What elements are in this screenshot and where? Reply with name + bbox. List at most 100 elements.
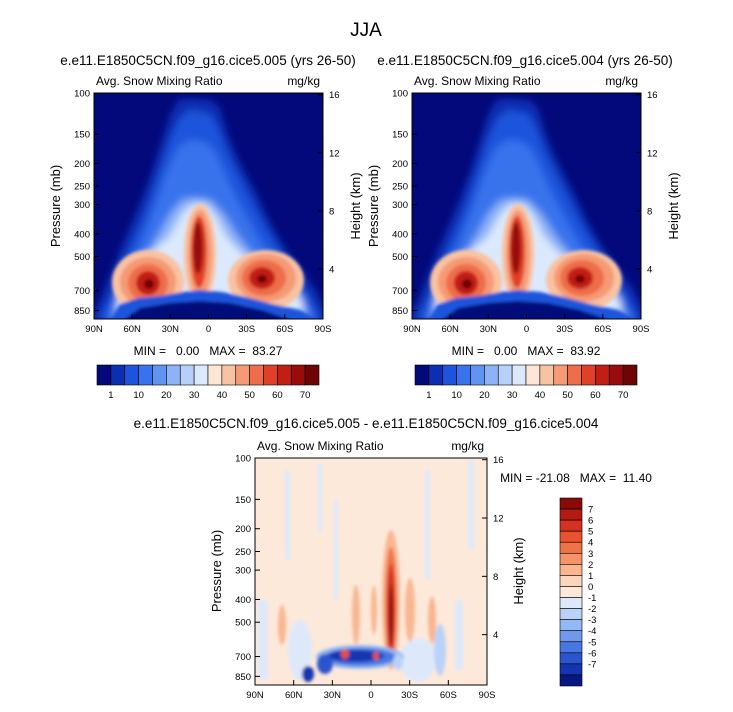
colorbar-label: 20 bbox=[161, 390, 172, 401]
colorbar-swatch bbox=[96, 364, 112, 386]
colorbar-label: 40 bbox=[217, 390, 228, 401]
height-tick-label: 8 bbox=[329, 206, 334, 217]
variable-label: Avg. Snow Mixing Ratio bbox=[257, 439, 384, 453]
colorbar-swatch bbox=[595, 364, 610, 386]
colorbar-label: 0 bbox=[588, 582, 593, 593]
colorbar-swatch bbox=[249, 364, 264, 386]
colorbar-label: -3 bbox=[588, 615, 596, 626]
colorbar-swatch bbox=[559, 619, 583, 632]
height-axis: 16 12 8 4 bbox=[482, 455, 504, 641]
colorbar-swatch bbox=[414, 364, 430, 386]
colorbar-label: -2 bbox=[588, 604, 596, 615]
colorbar-swatch bbox=[442, 364, 457, 386]
colorbar-label: 3 bbox=[588, 549, 593, 560]
colorbar-label: 1 bbox=[588, 571, 593, 582]
colorbar-swatch bbox=[608, 364, 624, 386]
lat-tick-label: 60S bbox=[594, 324, 611, 335]
colorbar-label: 20 bbox=[479, 390, 490, 401]
pressure-tick-label: 400 bbox=[392, 229, 408, 240]
colorbar-label: 10 bbox=[451, 390, 462, 401]
pressure-axis: 100 150 200 250 300 400 500 700 850 bbox=[235, 454, 260, 683]
height-axis: 16 12 8 4 bbox=[318, 90, 340, 275]
pressure-tick-label: 850 bbox=[74, 306, 90, 317]
height-tick-label: 4 bbox=[493, 630, 498, 641]
y-axis-right-title: Height (km) bbox=[666, 172, 681, 239]
colorbar-label: 5 bbox=[588, 527, 593, 538]
colorbar-swatch bbox=[559, 652, 583, 665]
pressure-tick-label: 200 bbox=[235, 524, 251, 535]
lat-tick-label: 90S bbox=[315, 324, 332, 335]
pressure-tick-label: 100 bbox=[74, 89, 90, 100]
colorbar-label: 30 bbox=[189, 390, 200, 401]
lat-tick-label: 0 bbox=[524, 324, 529, 335]
colorbar-swatch bbox=[511, 364, 527, 386]
lat-tick-label: 90N bbox=[403, 324, 421, 335]
colorbar-swatch bbox=[559, 530, 583, 543]
height-tick-label: 16 bbox=[647, 90, 658, 101]
lat-tick-label: 30N bbox=[324, 690, 342, 701]
colorbar-swatch bbox=[559, 674, 583, 687]
lat-tick-label: 90S bbox=[633, 324, 650, 335]
pressure-tick-label: 700 bbox=[235, 652, 251, 663]
pressure-tick-label: 300 bbox=[392, 200, 408, 211]
colorbar-label: 1 bbox=[108, 390, 113, 401]
colorbar-label: 40 bbox=[535, 390, 546, 401]
colorbar-swatch bbox=[559, 586, 583, 598]
panel-run-005: e.e11.E1850C5CN.f09_g16.cice5.005 (yrs 2… bbox=[48, 53, 363, 401]
colorbar-label: 60 bbox=[272, 390, 283, 401]
colorbar-swatch bbox=[539, 364, 555, 386]
lat-tick-label: 30S bbox=[556, 324, 573, 335]
colorbar-swatch bbox=[221, 364, 237, 386]
pressure-tick-label: 300 bbox=[235, 566, 251, 577]
pressure-tick-label: 250 bbox=[392, 182, 408, 193]
colorbar-swatch bbox=[559, 541, 583, 554]
height-tick-label: 16 bbox=[493, 455, 504, 466]
panel-title: e.e11.E1850C5CN.f09_g16.cice5.005 - e.e1… bbox=[134, 416, 599, 431]
colorbar-swatch bbox=[559, 564, 583, 576]
height-tick-label: 4 bbox=[329, 264, 334, 275]
pressure-tick-label: 850 bbox=[235, 672, 251, 683]
colorbar-swatch bbox=[581, 364, 596, 386]
colorbar-label: 4 bbox=[588, 538, 593, 549]
colorbar-label: 50 bbox=[244, 390, 255, 401]
lat-axis: 90N 60N 30N 0 30S 60S 90S bbox=[403, 314, 649, 335]
colorbar-swatch bbox=[559, 497, 583, 510]
colorbar-swatch bbox=[559, 519, 583, 532]
colorbar-swatch bbox=[179, 364, 195, 386]
pressure-tick-label: 400 bbox=[74, 229, 90, 240]
colorbar-swatch bbox=[277, 364, 292, 386]
colorbar-swatch bbox=[497, 364, 513, 386]
lat-tick-label: 30N bbox=[480, 324, 498, 335]
colorbar-swatch bbox=[166, 364, 181, 386]
colorbar-swatch bbox=[567, 364, 582, 386]
pressure-tick-label: 500 bbox=[235, 618, 251, 629]
height-tick-label: 4 bbox=[647, 264, 652, 275]
pressure-tick-label: 200 bbox=[392, 159, 408, 170]
colorbar-label: 70 bbox=[300, 390, 311, 401]
panel-title: e.e11.E1850C5CN.f09_g16.cice5.004 (yrs 2… bbox=[377, 53, 672, 68]
lat-tick-label: 60N bbox=[441, 324, 459, 335]
height-tick-label: 8 bbox=[493, 572, 498, 583]
units-label: mg/kg bbox=[287, 74, 320, 88]
lat-tick-label: 90S bbox=[479, 690, 496, 701]
panel-run-004: e.e11.E1850C5CN.f09_g16.cice5.004 (yrs 2… bbox=[366, 53, 681, 401]
variable-label: Avg. Snow Mixing Ratio bbox=[414, 74, 541, 88]
pressure-tick-label: 400 bbox=[235, 595, 251, 606]
pressure-tick-label: 150 bbox=[392, 130, 408, 141]
min-max-stats: MIN = 0.00 MAX = 83.92 bbox=[452, 344, 601, 358]
pressure-tick-label: 200 bbox=[74, 159, 90, 170]
pressure-tick-label: 700 bbox=[74, 286, 90, 297]
colorbar-swatch bbox=[559, 575, 583, 587]
colorbar-label: 6 bbox=[588, 516, 593, 527]
y-axis-title: Pressure (mb) bbox=[366, 165, 381, 247]
contour-field bbox=[412, 93, 641, 319]
colorbar-label: 70 bbox=[618, 390, 629, 401]
colorbar-swatch bbox=[622, 364, 638, 386]
colorbar-label: 2 bbox=[588, 560, 593, 571]
height-axis: 16 12 8 4 bbox=[636, 90, 658, 275]
lat-axis: 90N 60N 30N 0 30S 60S 90S bbox=[85, 314, 331, 335]
colorbar-swatch bbox=[152, 364, 167, 386]
lat-tick-label: 60N bbox=[123, 324, 141, 335]
colorbar-swatch bbox=[124, 364, 139, 386]
